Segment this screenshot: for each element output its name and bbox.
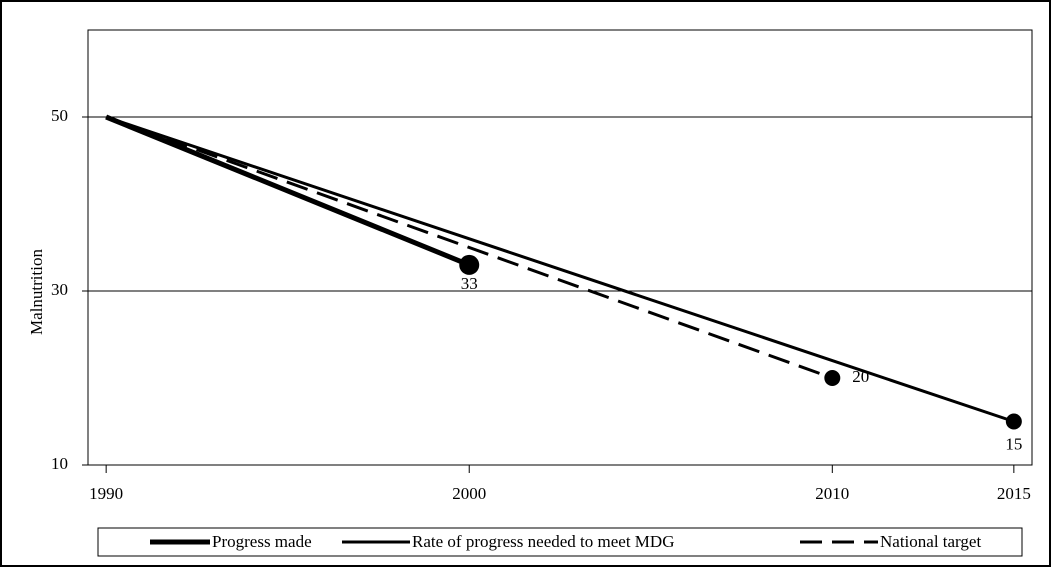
legend	[97, 527, 1023, 557]
data-label: 20	[852, 367, 869, 386]
series-line	[105, 115, 1015, 423]
end-marker	[459, 254, 480, 275]
legend-label: Progress made	[212, 532, 312, 551]
end-marker	[1005, 413, 1022, 430]
y-axis-label: Malnutrition	[27, 249, 46, 335]
y-tick-label: 50	[51, 106, 68, 125]
series-line	[105, 114, 471, 268]
legend-label: Rate of progress needed to meet MDG	[412, 532, 674, 551]
x-tick-label: 2000	[452, 484, 486, 503]
x-tick-label: 2015	[997, 484, 1031, 503]
x-tick-label: 1990	[89, 484, 123, 503]
y-tick-label: 30	[51, 280, 68, 299]
x-tick-label: 2010	[815, 484, 849, 503]
legend-label: National target	[880, 532, 981, 551]
end-marker	[824, 370, 841, 386]
y-tick-label: 10	[51, 454, 68, 473]
series-line	[105, 115, 833, 380]
data-label: 15	[1005, 434, 1022, 453]
data-label: 33	[461, 274, 478, 293]
